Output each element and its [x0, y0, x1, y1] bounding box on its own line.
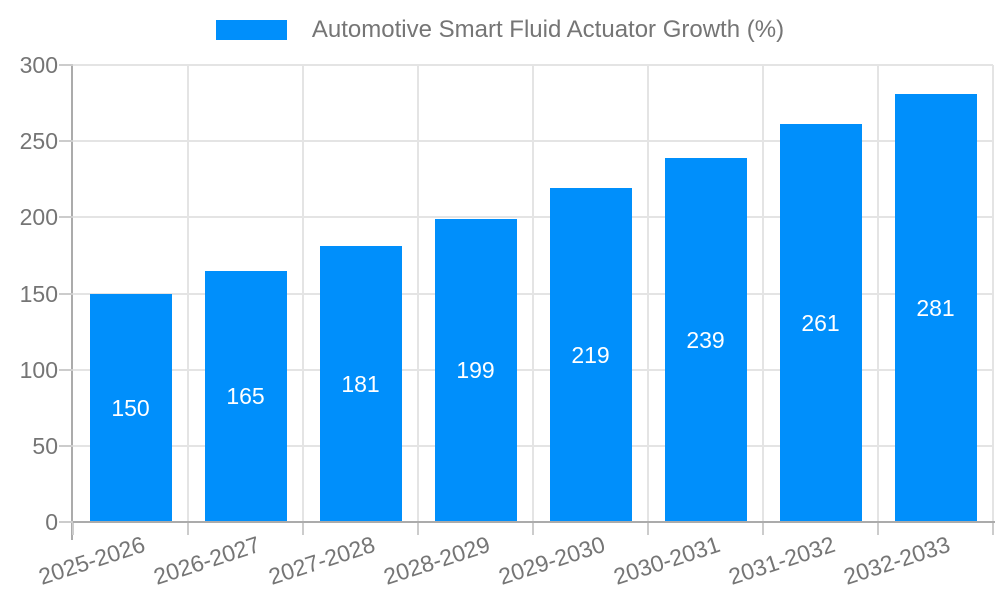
y-tick — [59, 216, 73, 219]
x-gridline — [187, 65, 189, 522]
bar-value-label: 239 — [686, 326, 725, 353]
y-axis-label: 0 — [45, 509, 58, 535]
bar: 165 — [204, 270, 287, 522]
y-tick — [59, 140, 73, 143]
x-axis-label: 2028-2029 — [379, 531, 493, 590]
bar: 181 — [319, 246, 402, 522]
bar-value-label: 150 — [111, 394, 150, 421]
x-tick — [72, 523, 74, 535]
x-gridline — [532, 65, 534, 522]
y-tick — [59, 292, 73, 295]
bar: 239 — [664, 157, 747, 522]
y-axis-label: 200 — [19, 204, 58, 231]
x-tick — [992, 523, 994, 535]
x-gridline — [877, 65, 879, 522]
legend-swatch-icon — [215, 20, 287, 40]
bar: 281 — [894, 93, 977, 522]
y-axis-label: 50 — [32, 432, 58, 459]
x-tick — [302, 523, 304, 535]
x-gridline — [762, 65, 764, 522]
x-tick — [532, 523, 534, 535]
legend-label: Automotive Smart Fluid Actuator Growth (… — [311, 16, 785, 43]
x-tick — [647, 523, 649, 535]
bar: 261 — [779, 124, 862, 522]
x-axis-label: 2029-2030 — [494, 531, 608, 590]
y-axis-label: 100 — [19, 356, 58, 383]
y-axis-label: 300 — [19, 52, 58, 78]
bar-value-label: 219 — [571, 342, 610, 369]
x-gridline — [992, 65, 994, 522]
bar-value-label: 199 — [456, 357, 495, 384]
x-gridline — [302, 65, 304, 522]
x-gridline — [647, 65, 649, 522]
x-axis-label: 2031-2032 — [724, 531, 838, 590]
bar: 219 — [549, 188, 632, 522]
x-axis-label: 2027-2028 — [264, 531, 378, 590]
x-axis-label: 2032-2033 — [839, 531, 953, 590]
bar: 199 — [434, 218, 517, 522]
x-axis-label: 2030-2031 — [609, 531, 723, 590]
plot-area: 150 165 181 199 219 239 261 281 — [73, 64, 994, 522]
y-axis-label: 250 — [19, 128, 58, 155]
x-tick — [877, 523, 879, 535]
y-tick — [59, 521, 73, 523]
x-tick — [762, 523, 764, 535]
x-axis-label: 2025-2026 — [34, 531, 148, 590]
y-axis-label: 150 — [19, 280, 58, 307]
legend[interactable]: Automotive Smart Fluid Actuator Growth (… — [0, 14, 1000, 46]
x-gridline — [417, 65, 419, 522]
x-tick — [187, 523, 189, 535]
bar: 150 — [89, 293, 172, 522]
y-tick — [59, 368, 73, 371]
bar-value-label: 165 — [226, 383, 265, 410]
bar-value-label: 281 — [916, 294, 955, 321]
bar-value-label: 261 — [801, 310, 840, 337]
y-axis-line — [71, 65, 73, 540]
y-tick — [59, 444, 73, 447]
bar-value-label: 181 — [341, 371, 380, 398]
y-tick — [59, 64, 73, 66]
x-axis-line — [71, 521, 995, 523]
x-axis-label: 2026-2027 — [149, 531, 263, 590]
x-tick — [417, 523, 419, 535]
